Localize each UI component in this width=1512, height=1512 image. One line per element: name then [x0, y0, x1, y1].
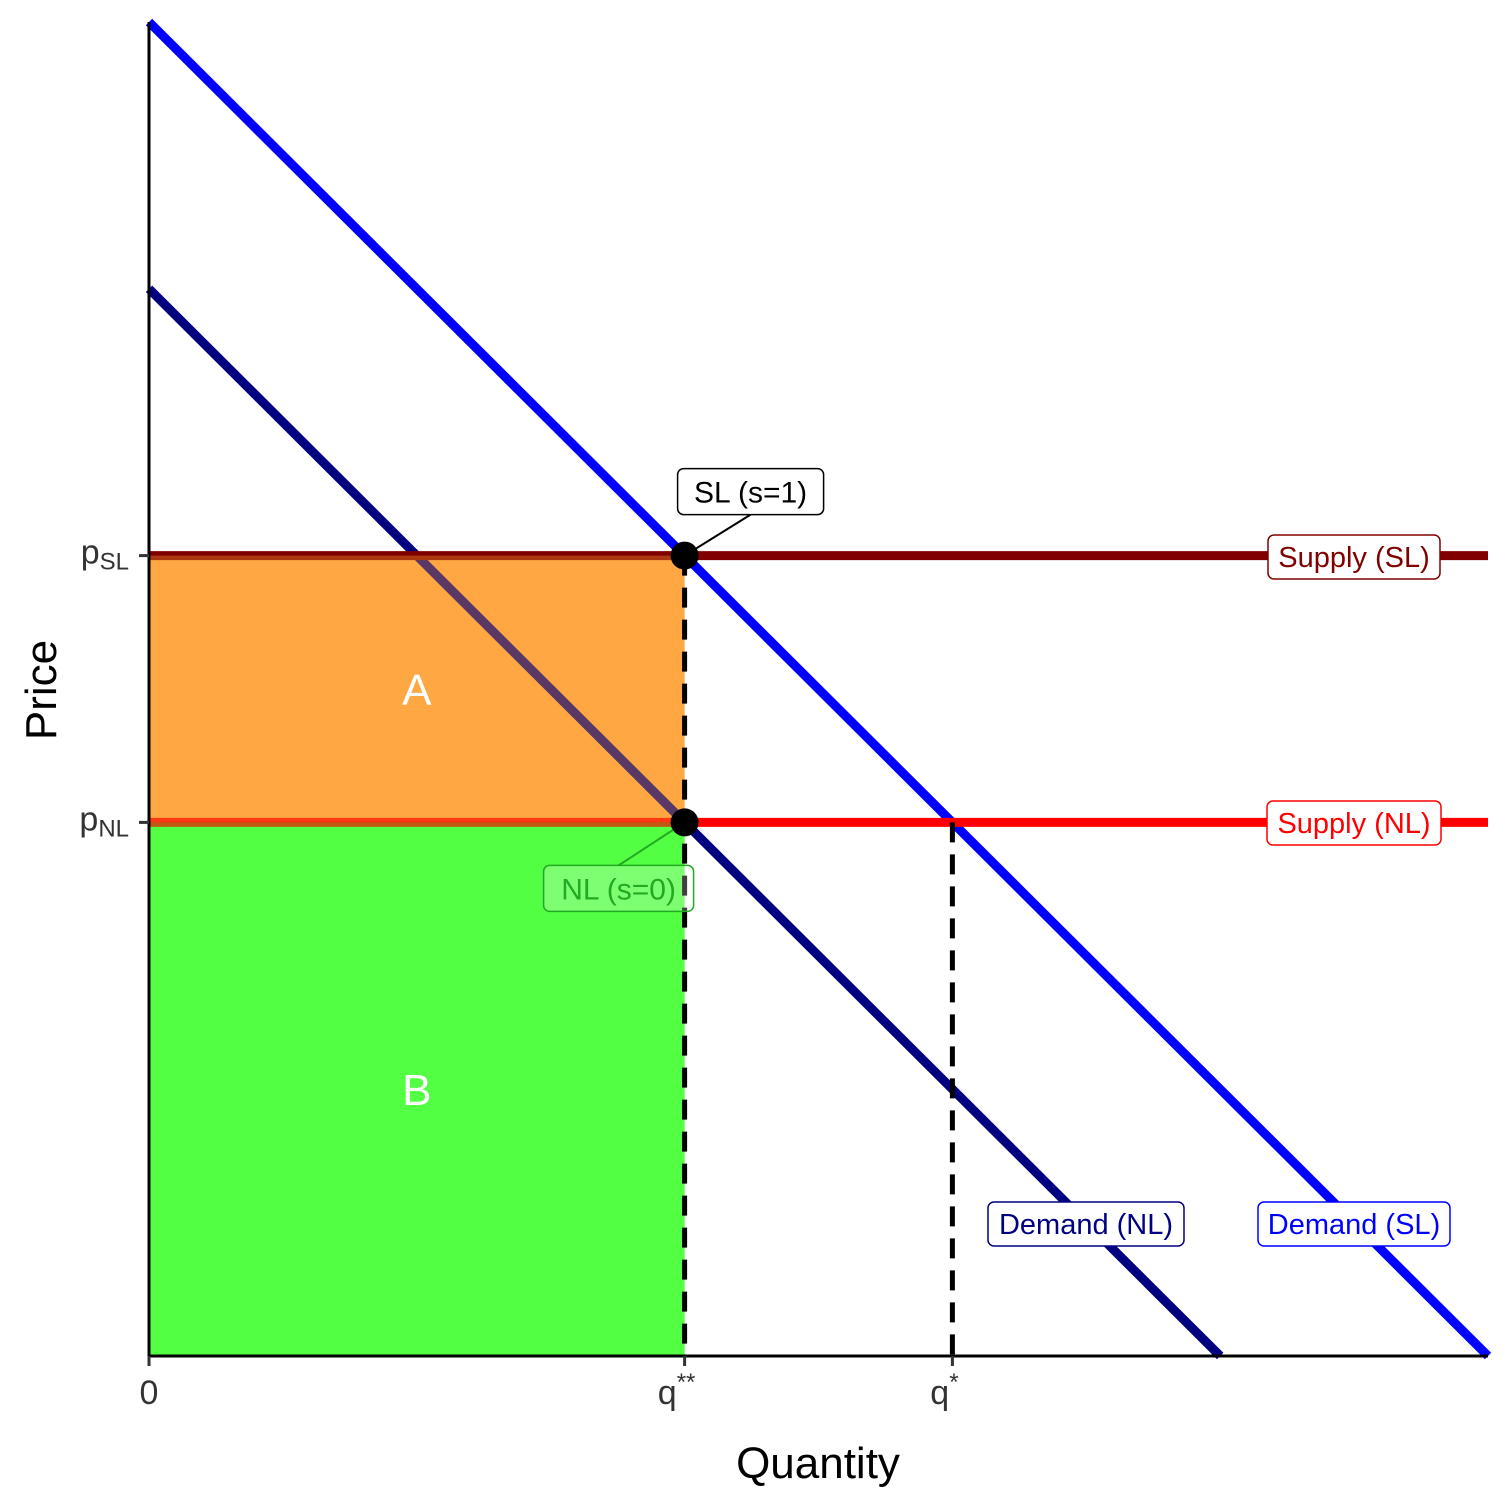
curve-label-demand-nl: Demand (NL): [999, 1209, 1173, 1241]
curve-label-supply-sl: Supply (SL): [1278, 542, 1430, 574]
curve-label-box-supply-nl: [1266, 800, 1442, 846]
x-axis-title: Quantity: [736, 1439, 900, 1488]
y-axis-title: Price: [17, 640, 66, 740]
curve-label-supply-nl: Supply (NL): [1277, 808, 1430, 840]
curve-label-box-supply-sl: [1267, 534, 1441, 580]
curve-label-box-demand-sl: [1257, 1201, 1451, 1247]
curve-label-box-demand-nl: [987, 1201, 1185, 1247]
point-label-nl-s-0: NL (s=0): [561, 873, 676, 906]
region-label-b: B: [402, 1066, 431, 1115]
x-tick-label: q**: [658, 1369, 696, 1412]
x-tick-label: 0: [140, 1374, 159, 1412]
region-a: [149, 555, 685, 823]
labels: A B SL (s=1) NL (s=0) Demand (SL) Demand (NL)…: [402, 467, 1451, 1247]
x-tick-label: q*: [930, 1369, 958, 1412]
reference-lines: [682, 555, 955, 1356]
y-tick-label: pNL: [79, 800, 129, 842]
curve-label-demand-sl: Demand (SL): [1268, 1209, 1440, 1241]
callout-box: [676, 467, 825, 516]
curves: [145, 18, 1492, 1360]
curve-demand-sl: [145, 18, 1492, 1360]
axes: 0 q** q* pSL pNL: [79, 22, 1488, 1412]
callout-box: [542, 864, 695, 913]
y-tick-label: pSL: [81, 534, 129, 576]
point-label-sl-s-1: SL (s=1): [694, 477, 807, 510]
region-label-a: A: [402, 666, 432, 715]
region-overlay-a: [149, 555, 685, 823]
equilibrium-point: [670, 541, 699, 570]
equilibrium-points: [618, 513, 752, 867]
equilibrium-point: [670, 808, 699, 837]
